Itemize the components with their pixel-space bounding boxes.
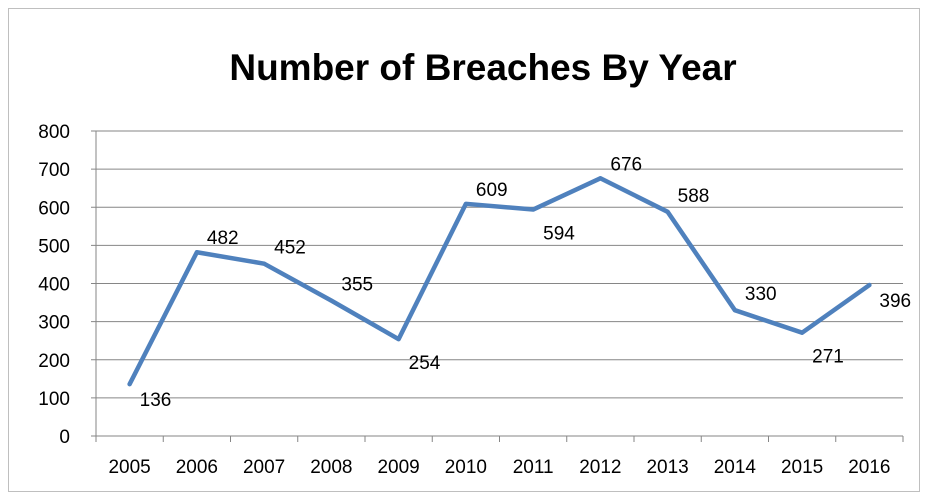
x-tick-label: 2010 [445,457,487,478]
data-label: 254 [409,353,441,374]
data-label: 396 [879,291,911,312]
data-label: 330 [745,284,777,305]
data-point [262,261,267,266]
gridlines [96,130,903,399]
data-point [463,201,468,206]
data-point [867,283,872,288]
x-tick-label: 2014 [714,457,757,478]
data-point [800,330,805,335]
data-labels: 136 482 452 355 254 609 594 676 588 330 271 396 [140,154,911,411]
y-axis-tick-labels: 0 100 200 300 400 500 600 700 800 [38,122,70,448]
y-tick-label: 100 [38,389,70,410]
x-axis-tick-labels: 2005 2006 2007 2008 2009 2010 2011 2012 2013 2014… [108,457,890,478]
y-tick-label: 400 [38,275,70,296]
x-tick-label: 2016 [848,457,890,478]
data-label: 452 [274,238,306,259]
data-label: 594 [543,224,575,245]
data-point [665,209,670,214]
chart-title: Number of Breaches By Year [229,47,736,88]
data-label: 355 [341,275,373,296]
y-tick-label: 500 [38,236,70,257]
x-tick-label: 2011 [513,457,554,478]
chart-frame [8,8,920,492]
x-tick-label: 2015 [781,457,823,478]
data-label: 609 [476,180,508,201]
data-point [329,298,334,303]
data-point [732,308,737,313]
x-tick-label: 2008 [310,457,352,478]
y-tick-label: 600 [38,198,70,219]
y-tick-label: 0 [59,427,70,448]
y-tick-label: 700 [38,160,70,181]
y-tick-label: 200 [38,351,70,372]
data-point [194,250,199,255]
x-tick-label: 2005 [108,457,150,478]
data-point [531,207,536,212]
data-label: 676 [610,154,642,175]
x-tick-label: 2013 [646,457,688,478]
y-tick-label: 300 [38,313,70,334]
x-tick-label: 2012 [579,457,621,478]
series-polyline [127,176,872,387]
x-tick-label: 2009 [377,457,419,478]
axes [91,130,904,442]
data-label: 271 [812,347,844,368]
data-point [396,337,401,342]
data-label: 482 [207,228,239,249]
series-line [127,176,872,387]
x-tick-label: 2007 [243,457,285,478]
data-point [127,382,132,387]
data-label: 588 [678,186,710,207]
y-tick-label: 800 [38,122,70,143]
data-point [598,176,603,181]
x-tick-label: 2006 [176,457,218,478]
data-label: 136 [140,390,172,411]
